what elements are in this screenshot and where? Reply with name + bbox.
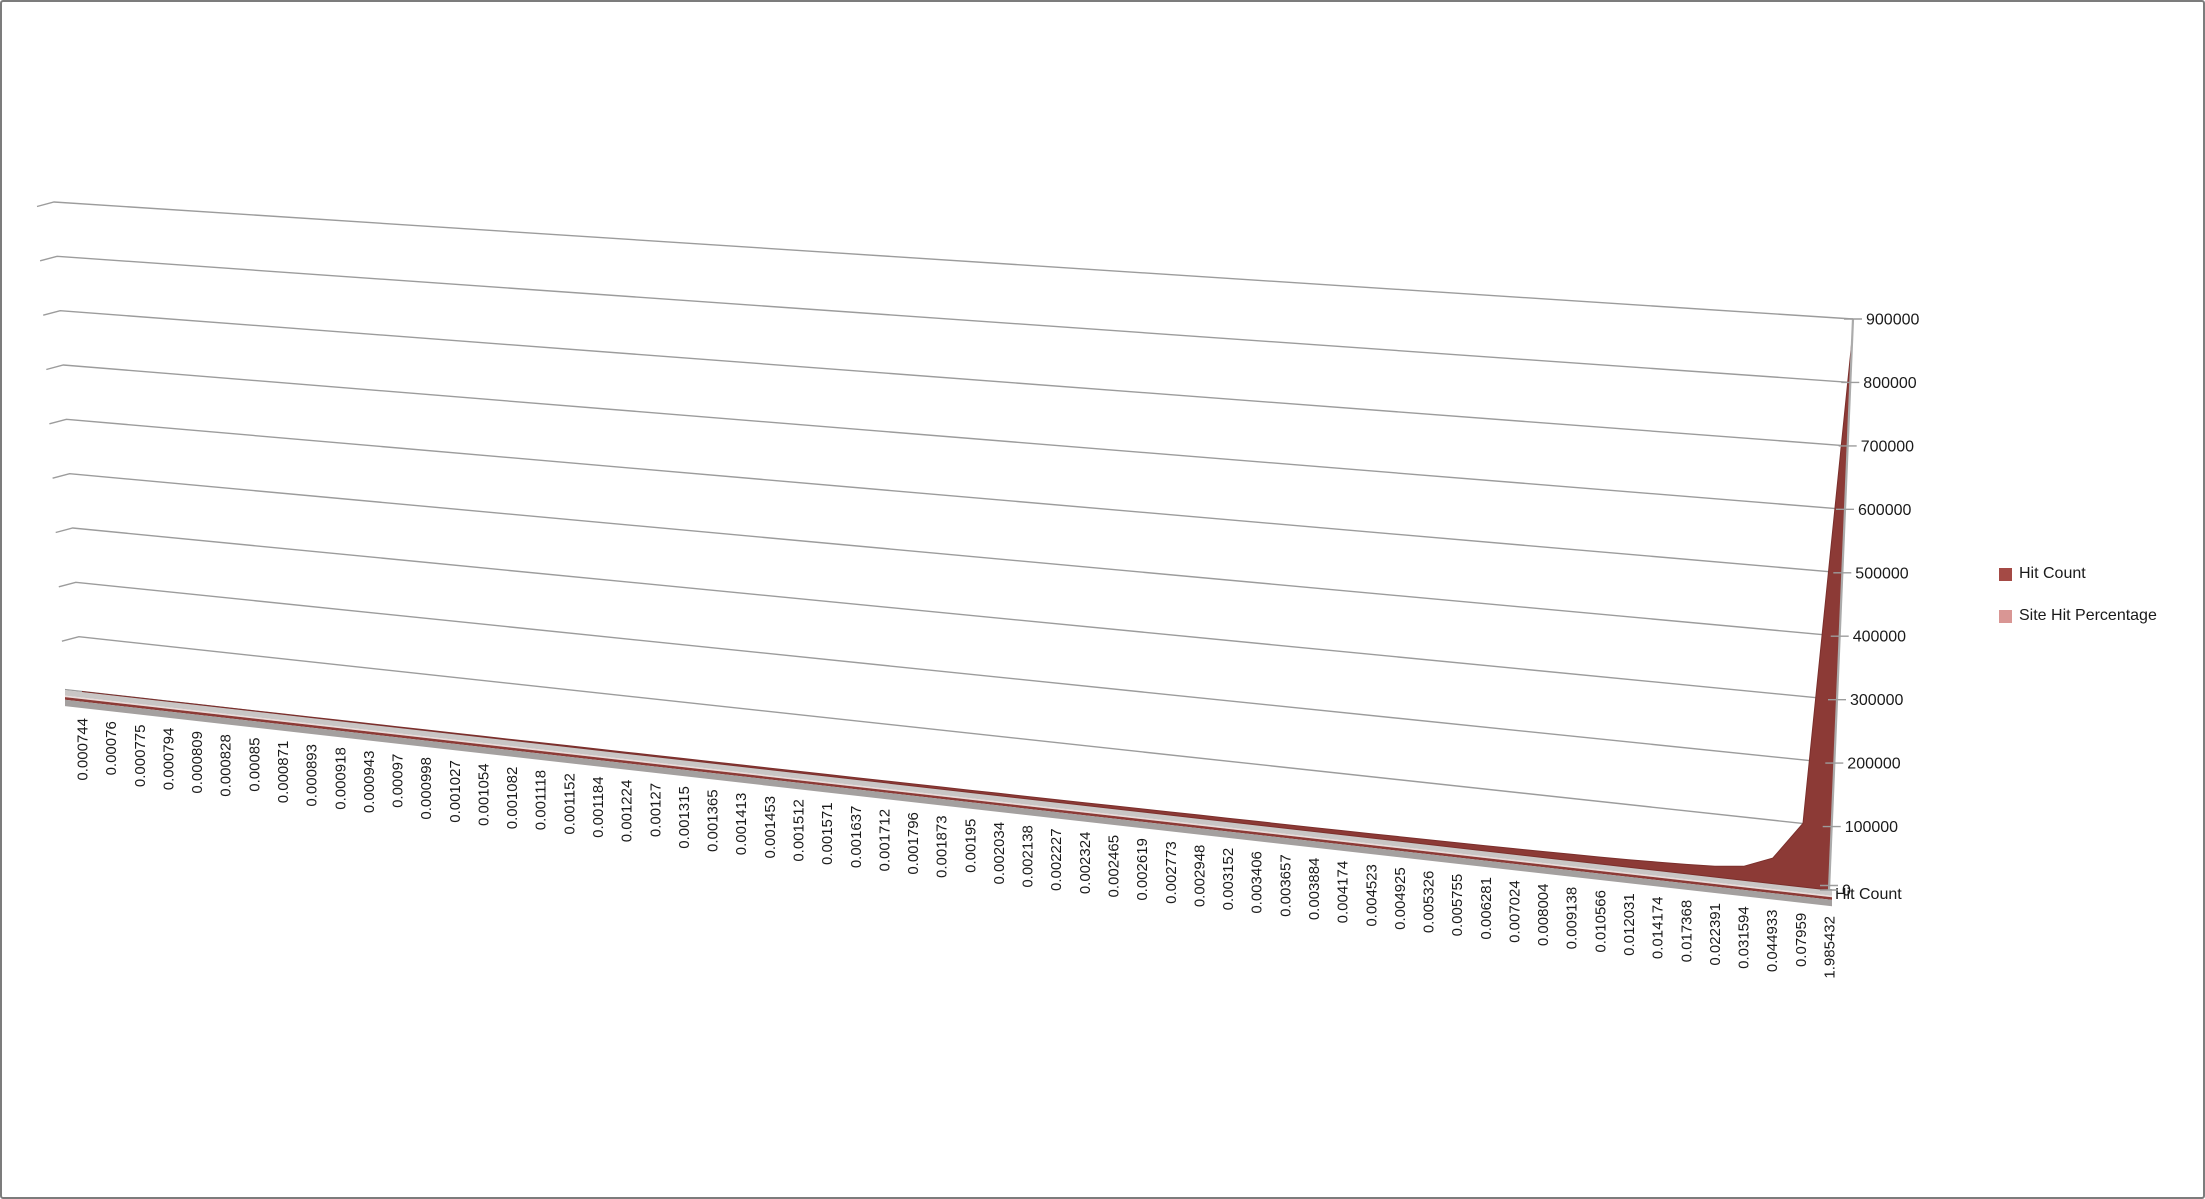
category-axis-label: 0.000943 xyxy=(361,751,378,814)
category-axis-label: 0.000775 xyxy=(132,725,149,788)
legend-item-site-hit-percentage[interactable]: Site Hit Percentage xyxy=(1999,607,2157,625)
category-axis-label: 0.006281 xyxy=(1478,877,1495,940)
value-axis-label: 500000 xyxy=(1855,565,1908,582)
gridline xyxy=(39,255,1851,384)
category-axis-label: 0.007024 xyxy=(1507,880,1524,943)
category-axis-label: 0.001512 xyxy=(791,799,808,862)
series-axis-label: Hit Count xyxy=(1835,886,1902,903)
category-axis-label: 0.001873 xyxy=(934,815,951,878)
hit-count-area-series xyxy=(81,337,1853,891)
category-axis-label: 0.000871 xyxy=(275,741,292,804)
value-axis-label: 0 xyxy=(1842,883,1851,900)
legend-item-hit-count[interactable]: Hit Count xyxy=(1999,565,2157,583)
category-axis-label: 0.001184 xyxy=(590,776,607,837)
category-axis-label: 0.002948 xyxy=(1191,845,1208,908)
category-axis-label: 0.002619 xyxy=(1134,838,1151,901)
category-axis-label: 0.001796 xyxy=(905,812,922,875)
gridline xyxy=(43,309,1848,447)
category-axis-label: 0.001712 xyxy=(876,809,893,872)
gridline xyxy=(61,635,1832,828)
category-axis-label: 0.002034 xyxy=(991,822,1008,885)
category-axis-label: 0.001054 xyxy=(476,763,493,826)
category-axis-label: 0.001637 xyxy=(848,806,865,869)
category-axis-label: 1.985432 xyxy=(1822,916,1839,979)
category-axis-label: 0.003152 xyxy=(1220,848,1237,911)
hit-count-front-band xyxy=(65,697,1832,900)
gridline xyxy=(55,527,1838,701)
category-axis-label: 0.003406 xyxy=(1249,851,1266,914)
category-axis-label: 0.001027 xyxy=(447,760,464,823)
category-axis-label: 0.000828 xyxy=(218,734,235,797)
category-axis-label: 0.001224 xyxy=(619,780,636,843)
category-axis-label: 0.002324 xyxy=(1077,832,1094,895)
value-axis-label: 700000 xyxy=(1861,438,1914,455)
category-axis-label: 0.000809 xyxy=(189,731,206,794)
category-axis-label: 0.00076 xyxy=(103,721,120,775)
gridline xyxy=(36,201,1854,320)
chart-floor-top xyxy=(65,690,1832,896)
value-axis-label: 600000 xyxy=(1858,502,1911,519)
category-axis-label: 0.000918 xyxy=(332,747,349,810)
category-axis-label: 0.00195 xyxy=(962,819,979,873)
category-axis-label: 0.002138 xyxy=(1020,825,1037,888)
category-axis-label: 0.004925 xyxy=(1392,867,1409,930)
gridline xyxy=(46,364,1846,510)
category-axis-label: 0.001453 xyxy=(762,796,779,859)
category-axis-label: 0.00127 xyxy=(647,783,664,837)
category-axis-label: 0.003884 xyxy=(1306,858,1323,921)
category-axis-label: 0.004174 xyxy=(1335,861,1352,924)
category-axis-label: 0.002773 xyxy=(1163,841,1180,904)
category-axis-label: 0.000893 xyxy=(304,744,321,807)
category-axis-label: 0.003657 xyxy=(1277,854,1294,917)
category-axis-label: 0.014174 xyxy=(1650,897,1667,960)
legend-label-site-hit-percentage: Site Hit Percentage xyxy=(2019,607,2157,624)
category-axis-label: 0.001365 xyxy=(705,789,722,852)
category-axis-label: 0.031594 xyxy=(1736,906,1753,969)
category-axis-label: 0.022391 xyxy=(1707,903,1724,966)
category-axis-label: 0.044933 xyxy=(1764,910,1781,973)
category-axis-label: 0.002227 xyxy=(1048,828,1065,891)
category-axis-label: 0.017368 xyxy=(1678,900,1695,963)
value-axis-label: 800000 xyxy=(1863,375,1916,392)
value-axis xyxy=(1827,318,1855,891)
gridline xyxy=(58,581,1835,764)
category-axis-label: 0.000998 xyxy=(418,757,435,820)
category-axis-label: 0.004523 xyxy=(1363,864,1380,927)
category-axis-label: 0.008004 xyxy=(1535,884,1552,947)
category-axis-label: 0.010566 xyxy=(1592,890,1609,953)
category-axis-label: 0.005326 xyxy=(1421,871,1438,934)
category-axis-label: 0.001082 xyxy=(504,767,521,830)
value-axis-label: 400000 xyxy=(1853,629,1906,646)
category-axis-label: 0.001413 xyxy=(733,793,750,856)
category-axis-label: 0.012031 xyxy=(1621,893,1638,956)
value-axis-label: 300000 xyxy=(1850,692,1903,709)
legend-swatch-site-hit-percentage xyxy=(1999,609,2012,623)
gridline xyxy=(49,418,1843,574)
category-axis-label: 0.000744 xyxy=(75,718,92,781)
category-axis-label: 0.009138 xyxy=(1564,887,1581,950)
value-axis-label: 200000 xyxy=(1847,756,1900,773)
value-axis-label: 100000 xyxy=(1845,819,1898,836)
value-axis-label: 900000 xyxy=(1866,312,1919,329)
category-axis-label: 0.000794 xyxy=(160,728,177,791)
category-axis-label: 0.001152 xyxy=(561,773,578,834)
category-axis-label: 0.001315 xyxy=(676,786,693,849)
category-axis-label: 0.07959 xyxy=(1793,913,1810,967)
chart-floor-shadow xyxy=(65,699,1832,907)
gridline xyxy=(52,472,1840,637)
chart-legend[interactable]: Hit Count Site Hit Percentage xyxy=(1999,565,2157,625)
category-axis-label: 0.002465 xyxy=(1106,835,1123,898)
category-axis-label: 0.00085 xyxy=(246,738,263,792)
category-axis-label: 0.005755 xyxy=(1449,874,1466,937)
category-axis-label: 0.001118 xyxy=(533,770,550,830)
category-axis-label: 0.00097 xyxy=(390,754,407,808)
site-hit-percentage-area-series xyxy=(65,695,1832,898)
category-axis-label: 0.001571 xyxy=(819,802,836,865)
legend-label-hit-count: Hit Count xyxy=(2019,565,2086,582)
legend-swatch-hit-count xyxy=(1999,567,2012,581)
